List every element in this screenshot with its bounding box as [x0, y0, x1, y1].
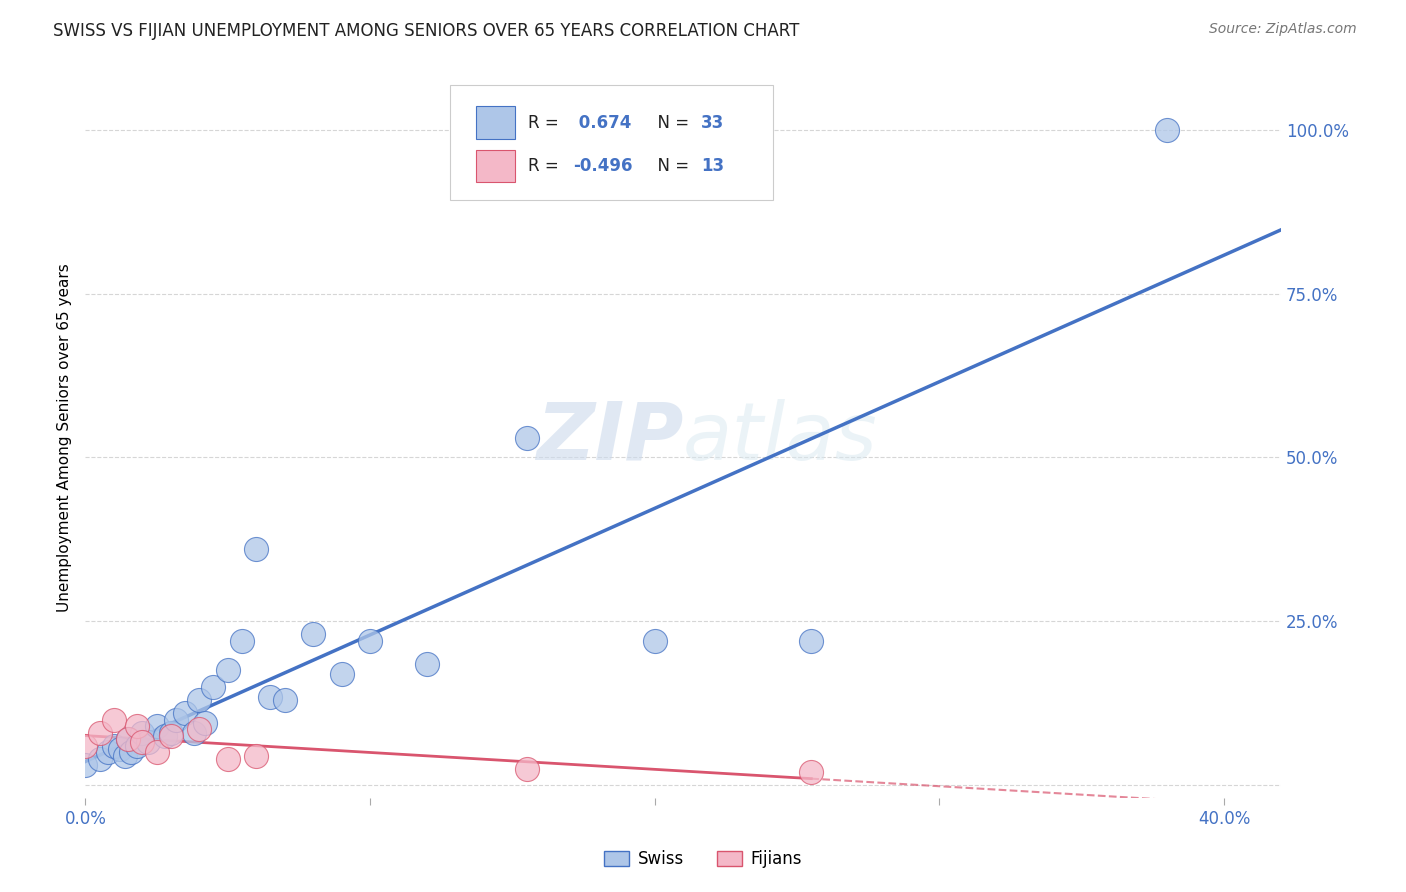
Point: [153, 729, 176, 743]
Point: [302, 627, 325, 641]
Point: [644, 633, 666, 648]
Point: [217, 752, 239, 766]
Point: [97, 745, 120, 759]
Text: ZIP: ZIP: [536, 399, 683, 477]
FancyBboxPatch shape: [477, 106, 515, 138]
Point: [516, 762, 538, 776]
Point: [117, 732, 139, 747]
Point: [800, 633, 823, 648]
Point: [194, 715, 217, 730]
Point: [145, 719, 167, 733]
Point: [245, 748, 267, 763]
Point: [202, 680, 225, 694]
Legend: Swiss, Fijians: Swiss, Fijians: [598, 844, 808, 875]
Text: 33: 33: [702, 114, 724, 132]
Point: [131, 725, 153, 739]
Point: [89, 752, 111, 766]
Text: 13: 13: [702, 157, 724, 175]
Point: [114, 748, 136, 763]
Point: [188, 723, 211, 737]
Y-axis label: Unemployment Among Seniors over 65 years: Unemployment Among Seniors over 65 years: [58, 263, 72, 612]
Text: -0.496: -0.496: [574, 157, 633, 175]
Text: SWISS VS FIJIAN UNEMPLOYMENT AMONG SENIORS OVER 65 YEARS CORRELATION CHART: SWISS VS FIJIAN UNEMPLOYMENT AMONG SENIO…: [53, 22, 800, 40]
Point: [125, 739, 148, 753]
Text: N =: N =: [647, 114, 695, 132]
Point: [259, 690, 281, 704]
Point: [1156, 123, 1178, 137]
Point: [217, 664, 239, 678]
FancyBboxPatch shape: [477, 150, 515, 182]
Point: [166, 713, 188, 727]
Point: [103, 739, 125, 753]
Point: [159, 725, 181, 739]
Point: [188, 693, 211, 707]
Text: N =: N =: [647, 157, 695, 175]
Text: R =: R =: [527, 157, 564, 175]
Text: Source: ZipAtlas.com: Source: ZipAtlas.com: [1209, 22, 1357, 37]
Point: [231, 633, 253, 648]
Point: [174, 706, 197, 720]
Point: [89, 725, 111, 739]
Point: [120, 745, 142, 759]
Text: 0.674: 0.674: [574, 114, 631, 132]
Point: [800, 764, 823, 779]
Point: [145, 745, 167, 759]
Point: [75, 739, 97, 753]
Point: [117, 732, 139, 747]
Point: [330, 666, 353, 681]
Point: [516, 431, 538, 445]
Point: [131, 735, 153, 749]
FancyBboxPatch shape: [450, 85, 773, 200]
Point: [245, 542, 267, 557]
Point: [125, 719, 148, 733]
Point: [359, 633, 381, 648]
Text: atlas: atlas: [683, 399, 877, 477]
Point: [273, 693, 295, 707]
Point: [183, 725, 205, 739]
Point: [416, 657, 439, 671]
Point: [159, 729, 181, 743]
Point: [108, 742, 131, 756]
Point: [75, 758, 97, 772]
Point: [103, 713, 125, 727]
Point: [136, 735, 159, 749]
Text: R =: R =: [527, 114, 564, 132]
